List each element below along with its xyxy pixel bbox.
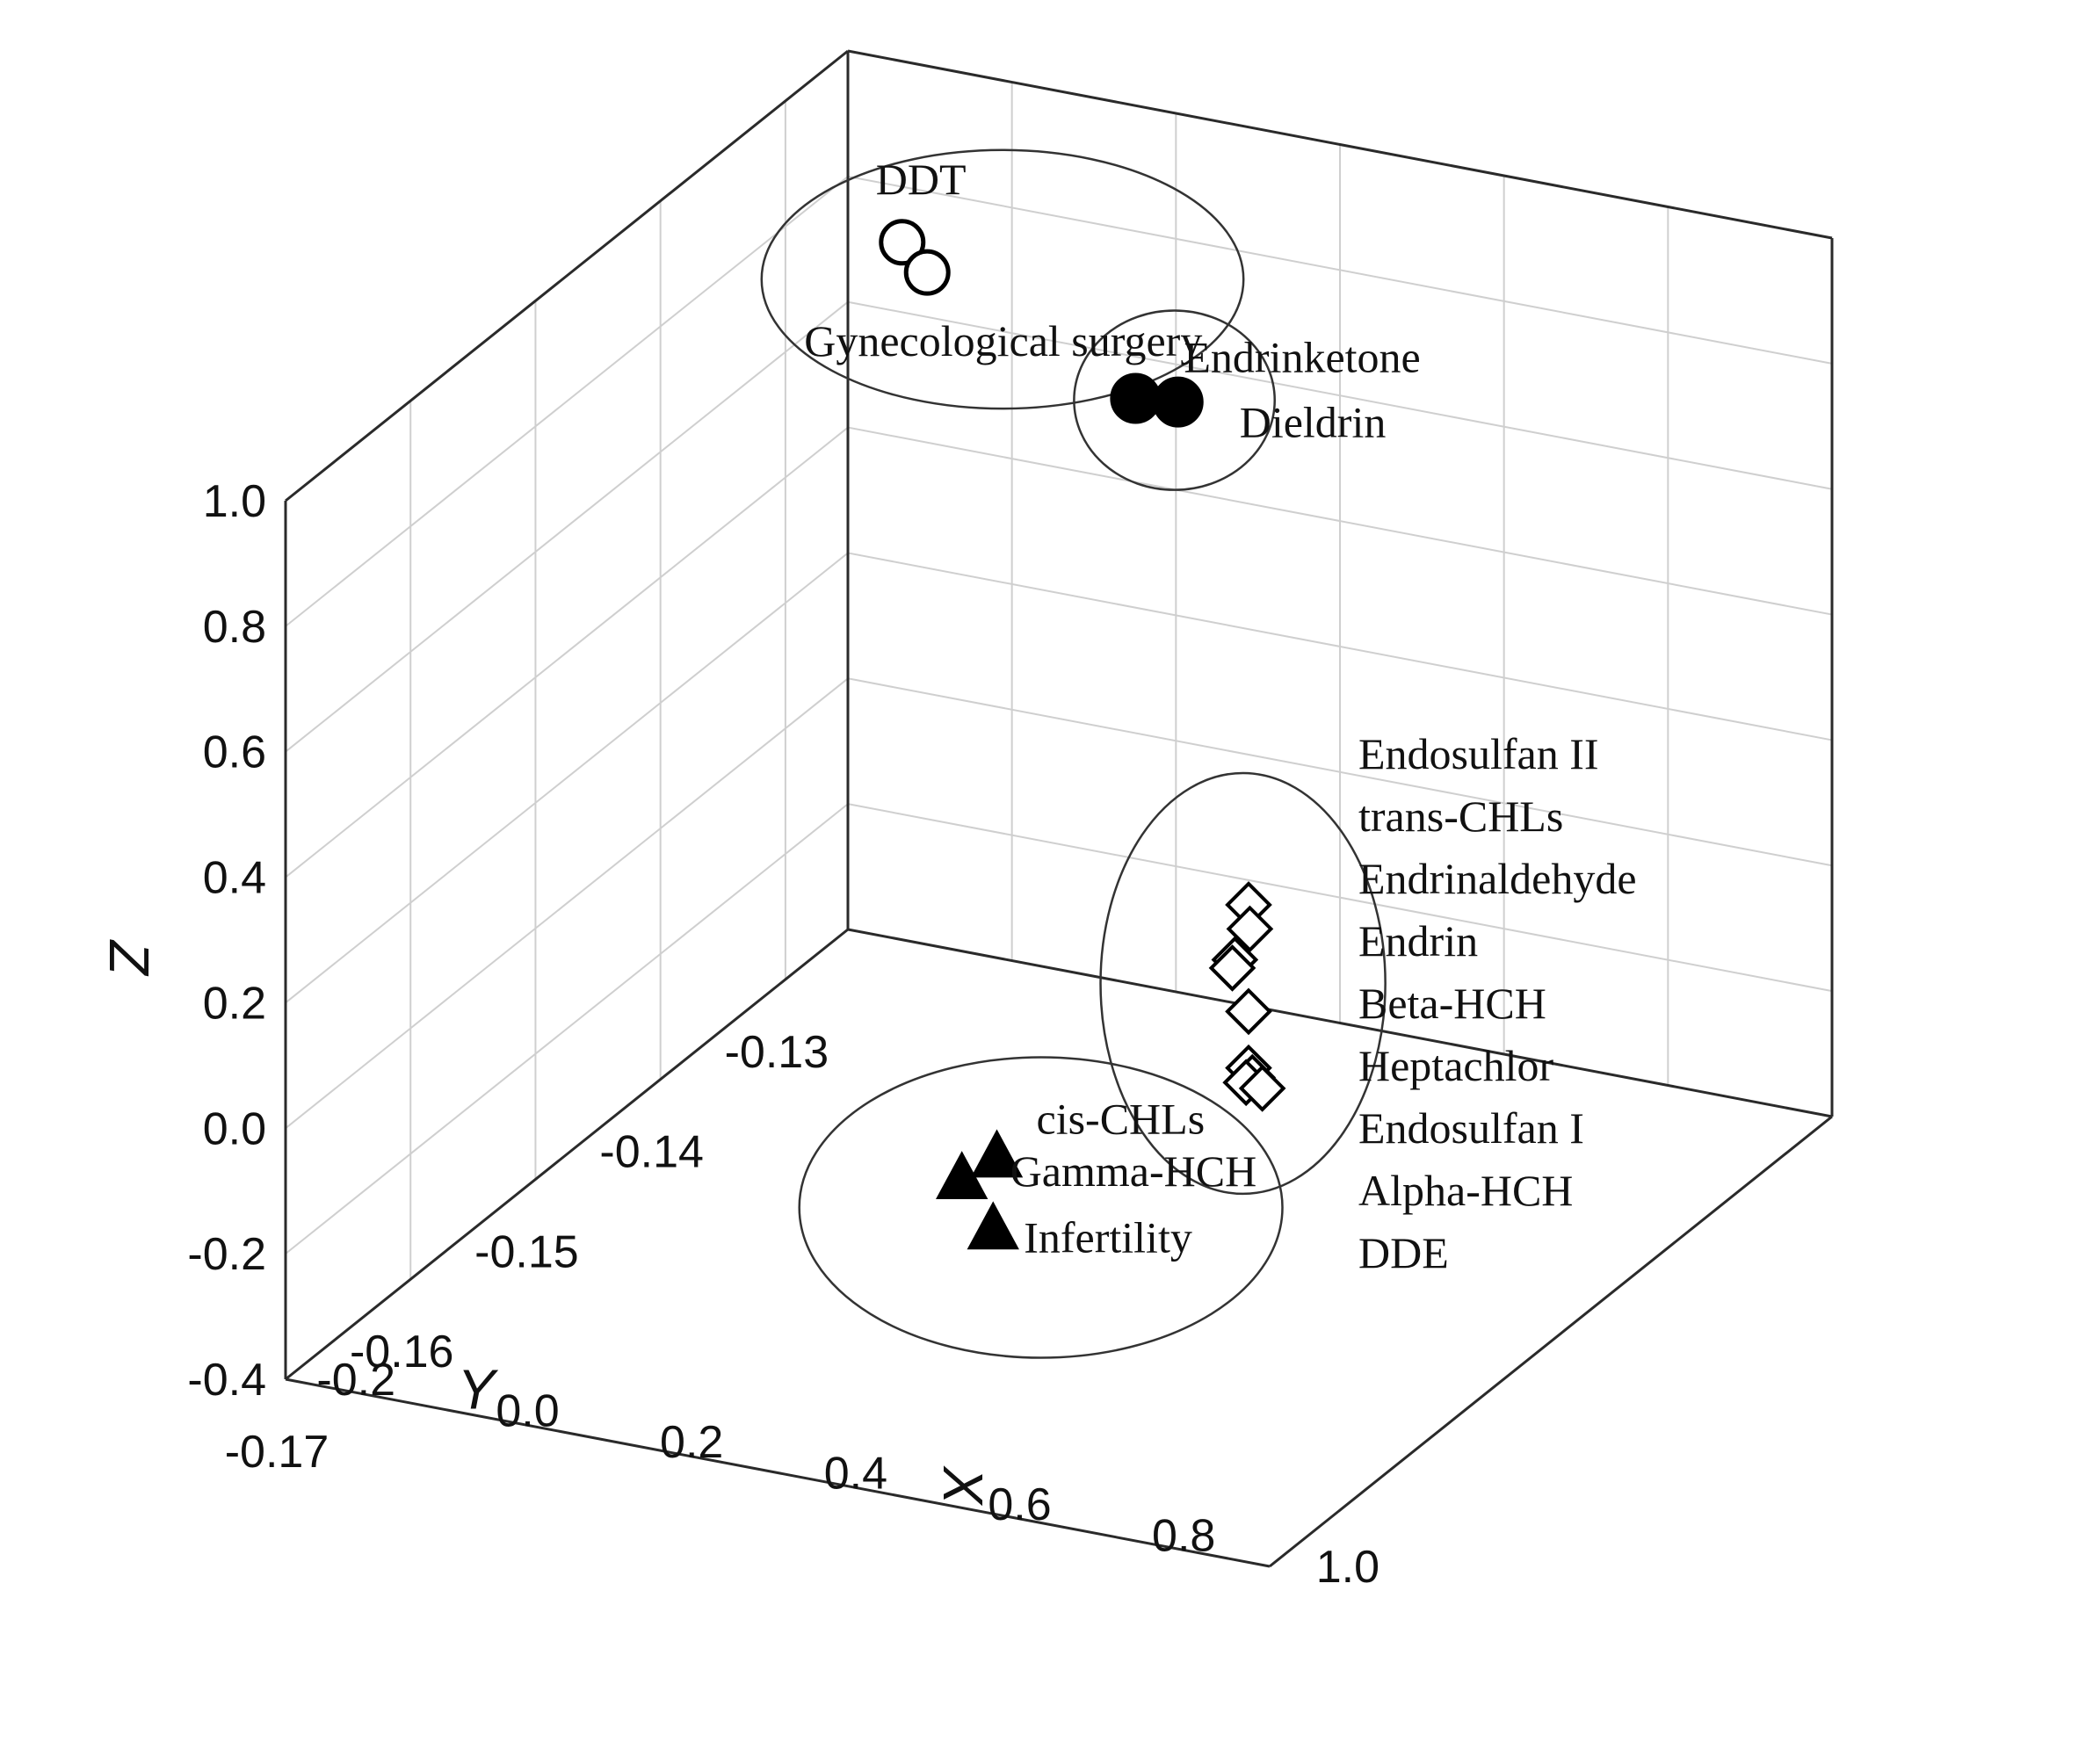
x-tick-label: 0.0 — [496, 1386, 559, 1437]
grid-line-left-wall-z — [285, 552, 849, 1004]
y-axis-title: Y — [458, 1357, 499, 1421]
x-axis-title: X — [931, 1465, 995, 1507]
cluster-ellipses — [760, 148, 1387, 1359]
z-tick-label: -0.2 — [187, 1229, 266, 1280]
x-tick-label: -0.2 — [316, 1355, 395, 1406]
frame-edge — [285, 1377, 1271, 1568]
point-label: Endosulfan II — [1358, 729, 1599, 778]
point-label: Gynecological surgery — [804, 316, 1202, 365]
point-label: Gamma-HCH — [1010, 1146, 1257, 1196]
frame-edge — [847, 49, 1833, 240]
open-diamond-marker — [1225, 987, 1272, 1036]
grid-line-left-wall-z — [285, 300, 849, 753]
filled-triangle-marker — [970, 1129, 1024, 1178]
frame-edge — [1269, 1115, 1833, 1568]
point-label: Endrinketone — [1184, 333, 1420, 382]
filled-circle-marker — [1152, 376, 1204, 428]
x-tick-label: 0.8 — [1152, 1511, 1215, 1562]
frame-edge — [285, 49, 849, 503]
grid-line-left-wall-z — [285, 426, 849, 878]
point-label: Heptachlor — [1358, 1041, 1553, 1090]
point-label: DDE — [1358, 1228, 1449, 1277]
open-diamond-marker — [1238, 1065, 1286, 1112]
x-tick-label: 1.0 — [1316, 1542, 1379, 1593]
cluster-ellipse-cluster-2 — [1073, 309, 1276, 491]
point-label: cis-CHLs — [1037, 1095, 1206, 1144]
frame-edge — [847, 928, 1833, 1118]
z-tick-label: 0.2 — [203, 978, 266, 1029]
open-diamond-marker — [1226, 905, 1274, 953]
z-tick-label: 0.8 — [203, 602, 266, 653]
open-diamond-marker — [1208, 944, 1256, 992]
y-tick-label: -0.14 — [599, 1127, 704, 1178]
point-label: DDT — [876, 155, 967, 204]
y-tick-label: -0.16 — [350, 1327, 454, 1377]
filled-circle-marker — [1110, 372, 1162, 424]
z-tick-label: 0.6 — [203, 727, 266, 778]
z-tick-label: 0.4 — [203, 853, 266, 904]
x-tick-label: 0.2 — [660, 1417, 723, 1468]
point-label: Dieldrin — [1240, 398, 1387, 447]
point-label: Beta-HCH — [1358, 979, 1546, 1028]
z-tick-label: -0.4 — [187, 1355, 266, 1406]
x-tick-label: 0.6 — [988, 1479, 1051, 1530]
data-points — [879, 219, 1286, 1250]
cluster-ellipse-cluster-3 — [1099, 771, 1387, 1196]
tick-labels: -0.4 -0.2 0.0 0.2 0.4 0.6 0.8 1.0 -0.13 -0.14 -0.1… — [98, 476, 1379, 1593]
open-circle-marker — [879, 219, 926, 266]
point-label: Infertility — [1024, 1213, 1192, 1262]
y-tick-label: -0.17 — [225, 1427, 329, 1478]
filled-triangle-marker — [936, 1151, 988, 1200]
grid-line-left-wall-z — [285, 677, 849, 1130]
point-label: Endosulfan I — [1358, 1103, 1584, 1153]
cluster-ellipse-cluster-1 — [760, 148, 1245, 410]
z-tick-label: 1.0 — [203, 476, 266, 527]
point-label: Endrin — [1358, 916, 1478, 965]
grid-line-left-wall-z — [285, 176, 849, 627]
z-axis-title: Z — [98, 938, 161, 976]
cluster-ellipse-cluster-4 — [798, 1056, 1284, 1359]
open-circle-marker — [903, 249, 951, 296]
grid-line-left-wall-z — [285, 803, 849, 1254]
point-label: Alpha-HCH — [1358, 1166, 1573, 1215]
point-label: trans-CHLs — [1358, 792, 1563, 841]
y-tick-label: -0.13 — [725, 1027, 829, 1078]
x-tick-label: 0.4 — [824, 1449, 887, 1500]
point-label: Endrinaldehyde — [1358, 854, 1637, 903]
y-tick-label: -0.15 — [474, 1226, 579, 1277]
frame-edge — [285, 928, 849, 1381]
axis-frame — [284, 49, 1834, 1568]
filled-triangle-marker — [967, 1201, 1019, 1250]
z-tick-label: 0.0 — [203, 1103, 266, 1154]
